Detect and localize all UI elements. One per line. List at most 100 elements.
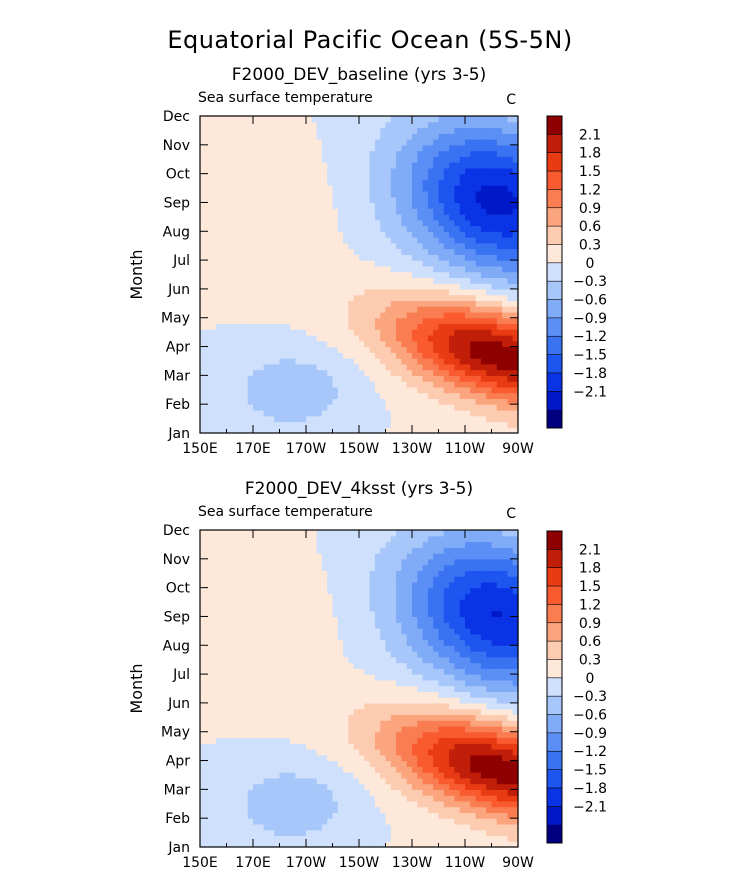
heatmap-cell [406, 421, 413, 428]
heatmap-cell [221, 766, 228, 773]
heatmap-cell [306, 190, 312, 198]
heatmap-cell [268, 627, 275, 635]
heatmap-cell [454, 363, 461, 371]
heatmap-cell [284, 725, 291, 733]
heatmap-cell [300, 248, 307, 255]
x-tick-label: 90W [502, 441, 534, 457]
heatmap-cell [210, 311, 217, 319]
heatmap-cell [321, 254, 328, 261]
heatmap-cell [311, 570, 318, 577]
heatmap-cell [306, 823, 312, 831]
heatmap-cell [274, 547, 281, 554]
heatmap-cell [512, 265, 519, 273]
heatmap-cell [412, 323, 418, 330]
heatmap-cell [480, 335, 487, 342]
heatmap-cell [247, 421, 254, 428]
heatmap-cell [337, 156, 344, 163]
heatmap-cell [200, 219, 206, 227]
heatmap-cell [274, 392, 281, 400]
heatmap-cell [268, 398, 275, 405]
heatmap-cell [459, 231, 466, 238]
heatmap-cell [480, 116, 487, 123]
heatmap-cell [417, 421, 424, 428]
heatmap-cell [231, 265, 238, 273]
heatmap-cell [247, 772, 254, 779]
heatmap-cell [422, 277, 429, 284]
heatmap-cell [507, 363, 514, 371]
heatmap-cell [205, 190, 212, 198]
heatmap-cell [470, 271, 477, 278]
heatmap-cell [396, 346, 402, 353]
heatmap-cell [237, 697, 243, 704]
heatmap-cell [237, 133, 243, 140]
heatmap-cell [454, 404, 461, 411]
heatmap-cell [443, 392, 450, 400]
heatmap-cell [327, 558, 334, 566]
heatmap-cell [512, 300, 519, 307]
heatmap-cell [237, 369, 243, 376]
heatmap-cell [385, 150, 392, 157]
heatmap-cell [253, 754, 259, 762]
heatmap-cell [417, 271, 424, 278]
heatmap-cell [200, 535, 206, 543]
heatmap-cell [306, 248, 312, 255]
heatmap-cell [205, 777, 212, 785]
heatmap-cell [359, 421, 365, 428]
heatmap-cell [348, 167, 355, 175]
heatmap-cell [343, 162, 349, 169]
heatmap-cell [438, 375, 445, 382]
heatmap-cell [200, 173, 206, 180]
heatmap-cell [412, 427, 418, 434]
heatmap-cell [385, 346, 392, 353]
heatmap-cell [454, 202, 461, 209]
heatmap-cell [290, 288, 296, 296]
heatmap-cell [306, 610, 312, 618]
heatmap-cell [306, 691, 312, 698]
heatmap-cell [200, 570, 206, 577]
heatmap-cell [237, 731, 243, 739]
heatmap-cell [374, 190, 381, 198]
heatmap-cell [258, 691, 265, 698]
heatmap-cell [433, 415, 440, 423]
heatmap-cell [422, 392, 429, 400]
heatmap-cell [306, 708, 312, 716]
heatmap-cell [316, 213, 323, 221]
heatmap-cell [459, 375, 466, 382]
heatmap-cell [237, 668, 243, 675]
heatmap-cell [427, 427, 434, 434]
heatmap-cell [263, 530, 270, 537]
heatmap-cell [507, 150, 514, 157]
heatmap-cell [316, 231, 323, 238]
heatmap-cell [231, 645, 238, 652]
heatmap-cell [290, 639, 296, 646]
heatmap-cell [316, 248, 323, 255]
heatmap-cell [502, 271, 508, 278]
heatmap-cell [300, 369, 307, 376]
heatmap-cell [226, 679, 233, 687]
heatmap-cell [327, 553, 334, 560]
heatmap-cell [300, 558, 307, 566]
heatmap-cell [406, 190, 413, 198]
heatmap-cell [480, 173, 487, 180]
heatmap-cell [226, 674, 233, 681]
heatmap-cell [221, 535, 228, 543]
heatmap-cell [284, 645, 291, 652]
heatmap-cell [231, 685, 238, 692]
heatmap-cell [427, 167, 434, 175]
heatmap-cell [253, 535, 259, 543]
heatmap-cell [215, 714, 222, 721]
heatmap-cell [290, 812, 296, 819]
heatmap-cell [268, 323, 275, 330]
heatmap-cell [274, 668, 281, 675]
heatmap-cell [433, 421, 440, 428]
heatmap-cell [480, 340, 487, 348]
heatmap-cell [311, 616, 318, 623]
heatmap-cell [316, 610, 323, 618]
heatmap-cell [417, 381, 424, 388]
heatmap-cell [226, 323, 233, 330]
heatmap-cell [215, 691, 222, 698]
heatmap-cell [385, 208, 392, 215]
heatmap-cell [433, 190, 440, 198]
heatmap-cell [480, 352, 487, 359]
heatmap-cell [470, 133, 477, 140]
